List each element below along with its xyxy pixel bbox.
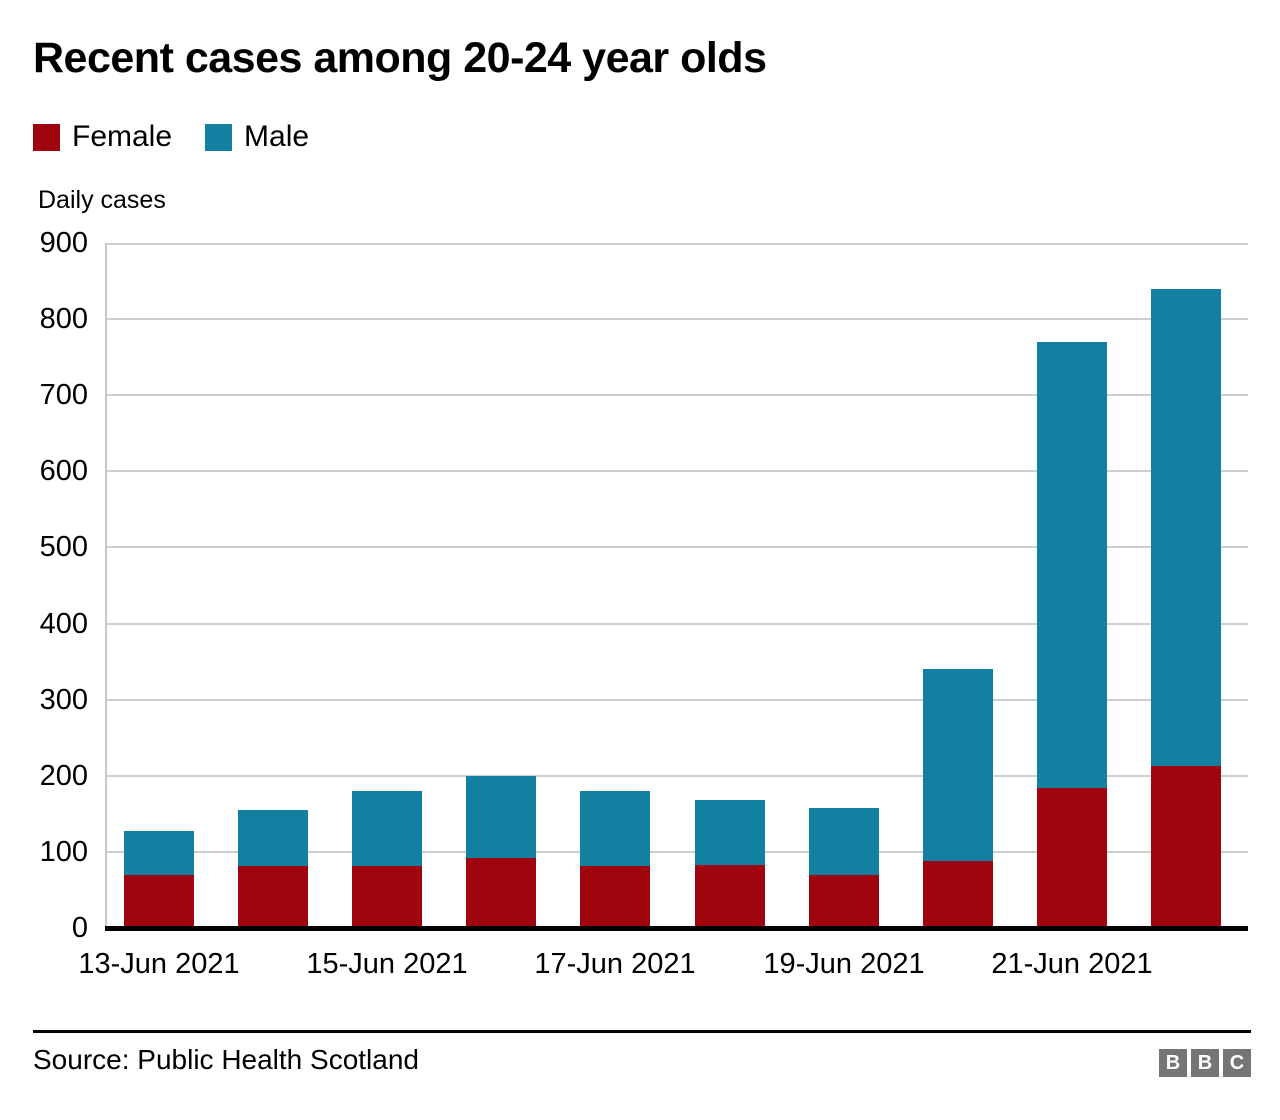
bar-male-segment (1037, 342, 1107, 788)
bbc-logo-letter: B (1159, 1049, 1187, 1077)
bbc-logo-letter: B (1191, 1049, 1219, 1077)
bar-female-segment (923, 861, 993, 928)
legend-item-male: Male (205, 122, 309, 152)
legend: Female Male (33, 122, 342, 152)
y-axis-tick-label: 200 (39, 760, 88, 792)
legend-swatch-male (205, 123, 233, 151)
bar-female-segment (466, 858, 536, 928)
legend-swatch-female (33, 123, 60, 151)
y-axis-tick-label: 700 (39, 379, 88, 411)
bar-male-segment (352, 791, 422, 866)
gridline-200 (105, 775, 1248, 777)
bar-male-segment (238, 810, 308, 866)
x-axis-tick-label: 17-Jun 2021 (534, 948, 696, 980)
gridline-700 (105, 394, 1248, 396)
y-axis-tick-label: 300 (39, 684, 88, 716)
x-axis-tick-label: 13-Jun 2021 (78, 948, 240, 980)
gridline-100 (105, 851, 1248, 853)
bar-male-segment (466, 776, 536, 858)
bar-female-segment (238, 866, 308, 928)
y-axis-tick-label: 500 (39, 531, 88, 563)
y-axis-title: Daily cases (38, 186, 166, 214)
bar-female-segment (809, 875, 879, 928)
bar-female-segment (352, 866, 422, 928)
bar-male-segment (580, 791, 650, 866)
legend-label: Male (244, 120, 310, 153)
bar-male-segment (1151, 289, 1221, 766)
gridline-900 (105, 243, 1248, 245)
y-axis-tick-label: 100 (39, 836, 88, 868)
x-axis-tick-label: 19-Jun 2021 (763, 948, 925, 980)
gridline-600 (105, 470, 1248, 472)
gridline-300 (105, 699, 1248, 701)
y-axis-tick-label: 800 (39, 303, 88, 335)
bar-female-segment (1037, 788, 1107, 928)
y-axis-tick-label: 0 (71, 912, 88, 944)
x-axis-baseline (105, 926, 1248, 931)
chart-title: Recent cases among 20-24 year olds (33, 34, 767, 82)
bar-female-segment (124, 875, 194, 928)
source-text: Source: Public Health Scotland (33, 1044, 419, 1075)
bar-male-segment (923, 669, 993, 861)
bar-male-segment (695, 800, 765, 865)
bar-female-segment (695, 865, 765, 928)
bar-female-segment (580, 866, 650, 928)
gridline-400 (105, 623, 1248, 625)
x-axis-tick-label: 15-Jun 2021 (306, 948, 468, 980)
legend-item-female: Female (33, 122, 172, 152)
gridline-800 (105, 318, 1248, 320)
y-axis-tick-label: 900 (39, 227, 88, 259)
gridline-500 (105, 546, 1248, 548)
bar-female-segment (1151, 766, 1221, 928)
y-axis-line (105, 243, 107, 928)
y-axis-tick-label: 400 (39, 608, 88, 640)
x-axis-tick-label: 21-Jun 2021 (991, 948, 1153, 980)
legend-label: Female (72, 120, 173, 153)
y-axis-tick-label: 600 (39, 455, 88, 487)
bbc-logo-letter: C (1223, 1049, 1251, 1077)
plot-area (105, 243, 1248, 931)
footer-divider (33, 1030, 1251, 1033)
bar-male-segment (124, 831, 194, 875)
bar-male-segment (809, 808, 879, 875)
